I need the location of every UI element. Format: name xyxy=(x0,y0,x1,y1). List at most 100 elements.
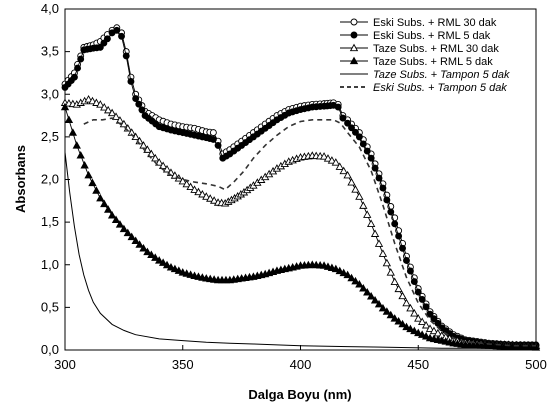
data-point xyxy=(382,307,392,315)
legend-item: Taze Subs. + Tampon 5 dak xyxy=(340,69,510,81)
data-point xyxy=(143,247,152,256)
legend-item: Eski Subs. + RML 5 dak xyxy=(340,30,491,42)
data-point xyxy=(170,264,180,273)
data-point xyxy=(84,170,93,179)
data-point xyxy=(390,314,399,322)
data-point xyxy=(147,149,156,158)
data-point xyxy=(92,98,101,106)
data-point xyxy=(139,243,148,252)
x-axis-ticks: 300 350 400 450 500 xyxy=(54,345,547,372)
data-point xyxy=(74,64,82,72)
legend-item: Eski Subs. + RML 30 dak xyxy=(340,17,497,29)
data-point xyxy=(410,278,418,285)
data-point xyxy=(331,158,340,166)
y-tick-label: 3,0 xyxy=(41,86,59,101)
data-point xyxy=(107,108,117,117)
data-point xyxy=(378,249,388,257)
data-point xyxy=(386,310,395,319)
data-point xyxy=(418,295,426,303)
data-point xyxy=(135,240,144,248)
data-point xyxy=(122,52,130,60)
data-point xyxy=(182,179,191,188)
x-tick-label: 400 xyxy=(290,357,312,372)
data-point xyxy=(123,228,132,237)
data-point xyxy=(410,309,419,317)
data-point xyxy=(194,187,203,196)
series-1 xyxy=(61,24,540,349)
series-5 xyxy=(64,152,537,350)
data-point xyxy=(344,119,352,127)
data-point xyxy=(394,316,403,325)
data-point xyxy=(406,303,415,312)
data-point xyxy=(429,326,439,335)
data-point xyxy=(96,100,105,108)
data-point xyxy=(206,194,215,202)
y-tick-label: 3,5 xyxy=(41,44,59,59)
data-point xyxy=(155,158,164,166)
data-point xyxy=(390,277,399,285)
data-point xyxy=(399,244,406,252)
data-point xyxy=(132,95,140,102)
data-point xyxy=(209,196,219,204)
data-point xyxy=(331,264,340,273)
legend-label: Eski Subs. + Tampon 5 dak xyxy=(373,82,507,94)
data-point xyxy=(406,324,415,333)
data-point xyxy=(190,185,199,193)
data-point xyxy=(403,257,410,264)
data-point xyxy=(327,156,337,164)
legend-label: Taze Subs. + RML 30 dak xyxy=(373,43,499,55)
series-line xyxy=(64,152,537,350)
data-point xyxy=(135,100,143,108)
data-point xyxy=(391,220,399,228)
data-point xyxy=(347,178,356,186)
data-point xyxy=(425,324,435,332)
data-point xyxy=(375,174,383,182)
data-point xyxy=(402,322,411,331)
data-point xyxy=(343,170,352,179)
data-point xyxy=(162,260,172,269)
data-point xyxy=(214,141,222,149)
data-point xyxy=(378,303,388,312)
data-point xyxy=(414,328,423,337)
data-point xyxy=(359,201,368,209)
data-point xyxy=(151,253,160,261)
series-4 xyxy=(60,102,541,351)
legend-label: Taze Subs. + RML 5 dak xyxy=(373,56,493,68)
data-point xyxy=(209,135,217,143)
data-point xyxy=(111,215,121,224)
legend-item: Eski Subs. + Tampon 5 dak xyxy=(340,82,507,94)
x-tick-label: 350 xyxy=(172,357,194,372)
data-point xyxy=(374,299,384,308)
data-point xyxy=(352,128,359,136)
data-point xyxy=(151,153,160,162)
data-point xyxy=(363,287,372,296)
data-point xyxy=(367,154,375,162)
legend-label: Taze Subs. + Tampon 5 dak xyxy=(373,69,510,81)
data-point xyxy=(335,266,344,275)
data-point xyxy=(363,147,371,155)
data-point xyxy=(434,319,442,327)
data-point xyxy=(76,151,85,159)
data-point xyxy=(104,105,113,114)
data-point xyxy=(402,298,411,307)
data-point xyxy=(111,112,121,120)
data-point xyxy=(383,196,391,204)
data-point xyxy=(166,262,176,271)
data-point xyxy=(335,162,344,170)
data-point xyxy=(92,186,101,194)
series-2 xyxy=(61,26,540,350)
data-point xyxy=(348,124,355,132)
series-6 xyxy=(83,117,536,347)
data-point xyxy=(421,332,431,340)
data-point xyxy=(334,103,342,111)
data-point xyxy=(395,232,403,240)
data-point xyxy=(394,284,403,293)
data-point xyxy=(339,166,348,175)
data-point xyxy=(387,208,395,216)
data-point xyxy=(355,192,364,200)
y-tick-label: 0,5 xyxy=(41,299,59,314)
data-point xyxy=(84,95,93,103)
data-point xyxy=(174,266,183,274)
data-point xyxy=(147,250,156,258)
